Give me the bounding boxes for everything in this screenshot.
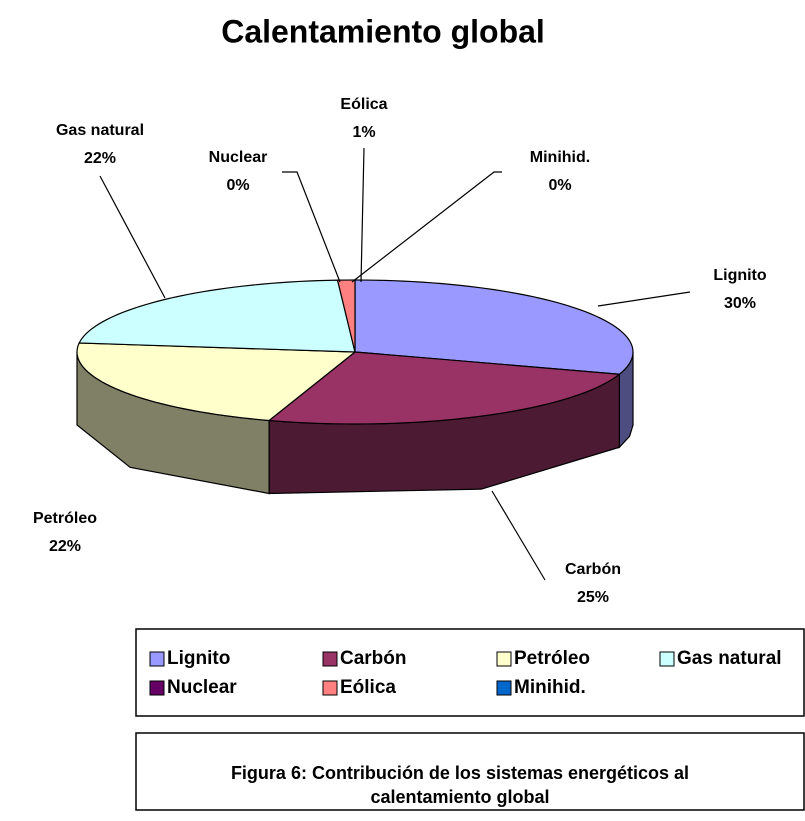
- chart-title: Calentamiento global: [221, 13, 545, 49]
- legend-swatch: [496, 680, 512, 696]
- data-label: 1%: [352, 124, 375, 141]
- caption: Figura 6: Contribución de los sistemas e…: [231, 763, 689, 783]
- legend-label: Carbón: [340, 648, 407, 669]
- legend-swatch: [149, 680, 165, 696]
- legend-label: Minihid.: [514, 677, 586, 698]
- legend-label: Lignito: [167, 648, 230, 669]
- data-label: 22%: [84, 150, 116, 167]
- leader-line: [99, 175, 166, 299]
- caption-box: [135, 732, 805, 811]
- legend-swatch: [659, 651, 675, 667]
- legend-label: Nuclear: [167, 677, 237, 698]
- data-label-name: Petróleo: [33, 510, 97, 527]
- data-label: 22%: [49, 538, 81, 555]
- pie-slice: [78, 279, 356, 353]
- data-label: 30%: [724, 295, 756, 312]
- pie-slice: [76, 342, 357, 422]
- data-label: 0%: [226, 177, 249, 194]
- leader-line: [597, 291, 691, 307]
- pie-slice: [336, 279, 356, 353]
- legend-box: [135, 628, 805, 717]
- legend-swatch: [149, 651, 165, 667]
- leader-line: [491, 490, 546, 581]
- leader-line: [282, 171, 341, 283]
- data-label: 25%: [577, 589, 609, 606]
- data-label: 0%: [548, 177, 571, 194]
- legend-swatch: [322, 651, 338, 667]
- data-label-name: Gas natural: [56, 122, 144, 139]
- pie-slice: [267, 351, 622, 425]
- leader-line: [360, 147, 365, 283]
- leader-line: [351, 171, 502, 283]
- caption: calentamiento global: [370, 787, 549, 807]
- legend-label: Petróleo: [514, 648, 590, 669]
- data-label-name: Eólica: [340, 96, 387, 113]
- legend-swatch: [496, 651, 512, 667]
- data-label-name: Carbón: [565, 561, 621, 578]
- legend-label: Gas natural: [677, 648, 782, 669]
- data-label-name: Nuclear: [209, 149, 268, 166]
- legend-swatch: [322, 680, 338, 696]
- data-label-name: Lignito: [713, 267, 767, 284]
- pie-slice: [354, 279, 634, 375]
- legend-label: Eólica: [340, 677, 396, 698]
- data-label-name: Minihid.: [530, 149, 590, 166]
